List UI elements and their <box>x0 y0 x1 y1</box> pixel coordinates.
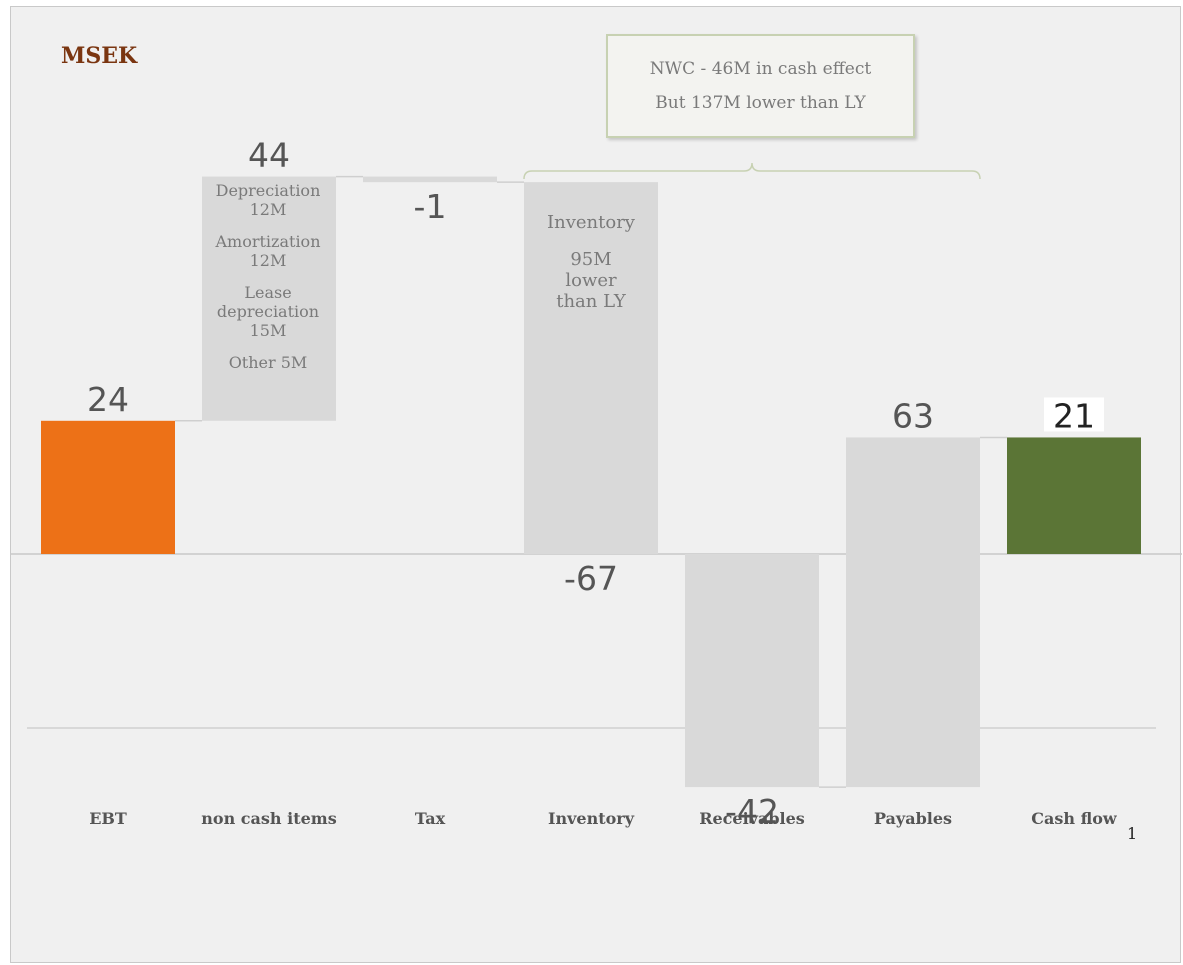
annotation-line: 15M <box>249 321 287 340</box>
chart-frame: MSEK 24 EBT 44 non cash items -1 Tax -67 Invent… <box>10 6 1182 963</box>
bar <box>1007 437 1141 554</box>
bar <box>41 420 175 554</box>
category-label: Payables <box>874 809 952 828</box>
annotation-line: 95M <box>570 249 612 270</box>
category-label: Tax <box>415 809 446 828</box>
category-label: non cash items <box>201 809 336 828</box>
data-label: 24 <box>87 380 129 419</box>
nwc-bracket <box>523 162 981 180</box>
category-label: Cash flow <box>1031 809 1118 828</box>
nwc-callout-line-2: But 137M lower than LY <box>655 93 866 113</box>
annotation-line: Inventory <box>547 212 635 233</box>
nwc-callout-line-1: NWC - 46M in cash effect <box>649 59 872 79</box>
bar <box>685 554 819 788</box>
data-label: -1 <box>414 187 447 226</box>
data-label: 63 <box>892 396 934 435</box>
inventory-annotation: Inventory 95M lower than LY <box>524 212 658 312</box>
data-label: -42 <box>725 792 779 831</box>
bar <box>363 176 497 183</box>
annotation-line: Lease <box>244 283 292 302</box>
unit-label: MSEK <box>61 43 138 69</box>
annotation-line: Depreciation <box>215 181 321 200</box>
data-label: 44 <box>248 136 290 175</box>
data-label: -67 <box>564 559 618 598</box>
category-label: Inventory <box>548 809 635 828</box>
annotation-line: depreciation <box>216 302 320 321</box>
category-label: Receivables <box>699 809 805 828</box>
annotation-line: lower <box>565 270 617 291</box>
footnote-marker: 1 <box>1127 824 1138 843</box>
bar <box>202 176 336 421</box>
category-label: EBT <box>89 809 127 828</box>
annotation-line: Amortization <box>215 232 321 251</box>
annotation-line: Other 5M <box>228 353 308 372</box>
non-cash-items-annotation: Depreciation 12M Amortization 12M Lease … <box>201 181 335 372</box>
bar <box>524 182 658 554</box>
data-label: 21 <box>1053 396 1095 435</box>
annotation-line: than LY <box>556 291 626 312</box>
annotation-line: 12M <box>249 200 287 219</box>
bar <box>846 437 980 788</box>
nwc-callout: NWC - 46M in cash effect But 137M lower … <box>606 34 915 138</box>
annotation-line: 12M <box>249 251 287 270</box>
waterfall-chart: 24 EBT 44 non cash items -1 Tax -67 Inventory -4… <box>11 136 1182 831</box>
data-label-background <box>1044 397 1104 432</box>
